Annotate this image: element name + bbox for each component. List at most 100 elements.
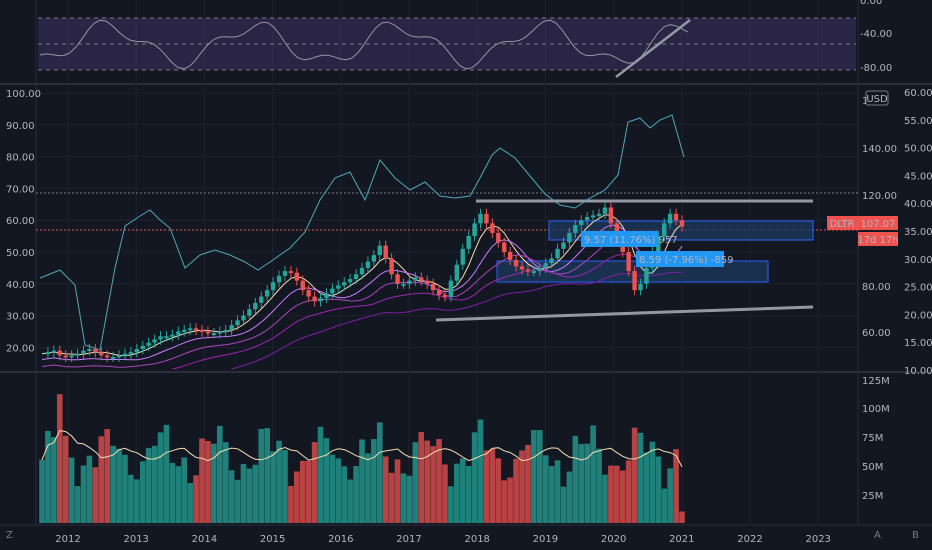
volume-bar [614,465,620,523]
right-tick-label: 20.00 [904,310,932,321]
left-tick-label: 100.00 [6,89,41,100]
volume-bar [590,425,596,523]
volume-bar [602,474,608,523]
x-tick-label: 2018 [464,534,489,545]
candle-body [217,331,222,334]
volume-bar [311,442,318,523]
box-label-2: 8.59 (-7.96%) -859 [639,255,734,266]
volume-bar [110,445,116,523]
volume-bar [252,464,259,523]
x-tick-label: 2016 [328,534,353,545]
candle-body [413,277,418,281]
candle-body [116,355,122,358]
volume-bar [673,449,679,523]
candle-body [407,280,412,284]
candle-body [507,252,513,260]
candle-body [306,290,311,297]
volume-bar [347,479,353,523]
axes: 2012 2013 2014 2015 2016 2017 2018 2019 2020 2021… [6,0,932,545]
volume-bar [270,451,276,523]
volume-bar [157,432,164,523]
right-tick-label: 45.00 [904,171,932,182]
volume-bar [205,440,211,523]
moving-average-line [231,271,683,370]
price-panel[interactable]: 9.57 (11.76%) 957 8.59 (-7.96%) -859 [36,114,858,370]
volume-bar [477,419,484,523]
right-tick-label: 35.00 [904,227,932,238]
currency-badge [865,90,889,106]
corner-label-b[interactable]: B [912,530,919,541]
volume-panel [39,394,685,523]
volume-bar [222,442,229,523]
mid-tick-label: 120.00 [862,191,897,202]
volume-bar [519,450,525,523]
candle-body [490,223,495,233]
candle-body [531,271,537,274]
volume-bar [264,428,270,523]
volume-bar [436,439,442,523]
candle-body [579,220,584,225]
x-tick-label: 2021 [669,534,694,545]
candle-body [573,224,578,233]
symbol-label: DLTR [830,219,855,230]
volume-bar [211,443,217,523]
candle-body [152,339,157,343]
volume-bar [86,455,93,523]
rsi-tick-label: 0.00 [860,0,882,7]
candle-body [472,223,477,237]
right-tick-label: 30.00 [904,255,932,266]
candle-body [436,290,442,295]
volume-bar [596,448,602,523]
candle-body [584,217,590,221]
volume-bar [649,441,656,523]
volume-tick-label: 25M [862,491,883,502]
corner-label-z[interactable]: Z [6,530,13,541]
volume-bar [661,488,668,523]
volume-bar [299,460,306,523]
left-tick-label: 40.00 [6,280,35,291]
left-tick-label: 20.00 [6,343,35,354]
left-tick-label: 30.00 [6,312,35,323]
candle-body [460,248,465,265]
volume-bar [80,465,87,523]
candle-body [104,355,110,358]
right-tick-label: 40.00 [904,199,932,210]
candle-body [383,245,388,259]
candle-body [87,348,92,351]
volume-bar [359,439,365,523]
candle-body [205,331,211,334]
candle-body [448,280,454,297]
candle-body [170,334,175,337]
volume-bar [471,432,478,523]
right-tick-label: 50.00 [904,144,932,155]
candle-body [638,283,643,291]
candle-body [590,215,596,218]
volume-bar [424,440,430,523]
candle-body [99,352,104,356]
candle-body [543,263,548,268]
candle-body [158,336,163,340]
volume-bar [442,464,448,523]
volume-bar [495,458,502,523]
volume-tick-label: 125M [862,376,890,387]
corner-label-a[interactable]: A [874,530,881,541]
candle-body [478,213,483,224]
candle-body [549,258,554,264]
rsi-tick-label: -40.00 [860,29,892,40]
volume-bar [448,486,454,523]
volume-bar [418,432,425,523]
candle-body [667,213,673,224]
candle-body [561,242,566,249]
box-label-2-bg [636,251,724,267]
volume-bar [68,457,75,523]
volume-bar [39,459,45,523]
volume-bar [216,425,223,523]
candle-body [223,329,228,332]
volume-bar [667,468,673,523]
candle-body [519,266,525,270]
candle-body [110,356,116,359]
volume-bar [335,458,342,523]
volume-bar [566,471,573,523]
candle-body [282,271,288,276]
